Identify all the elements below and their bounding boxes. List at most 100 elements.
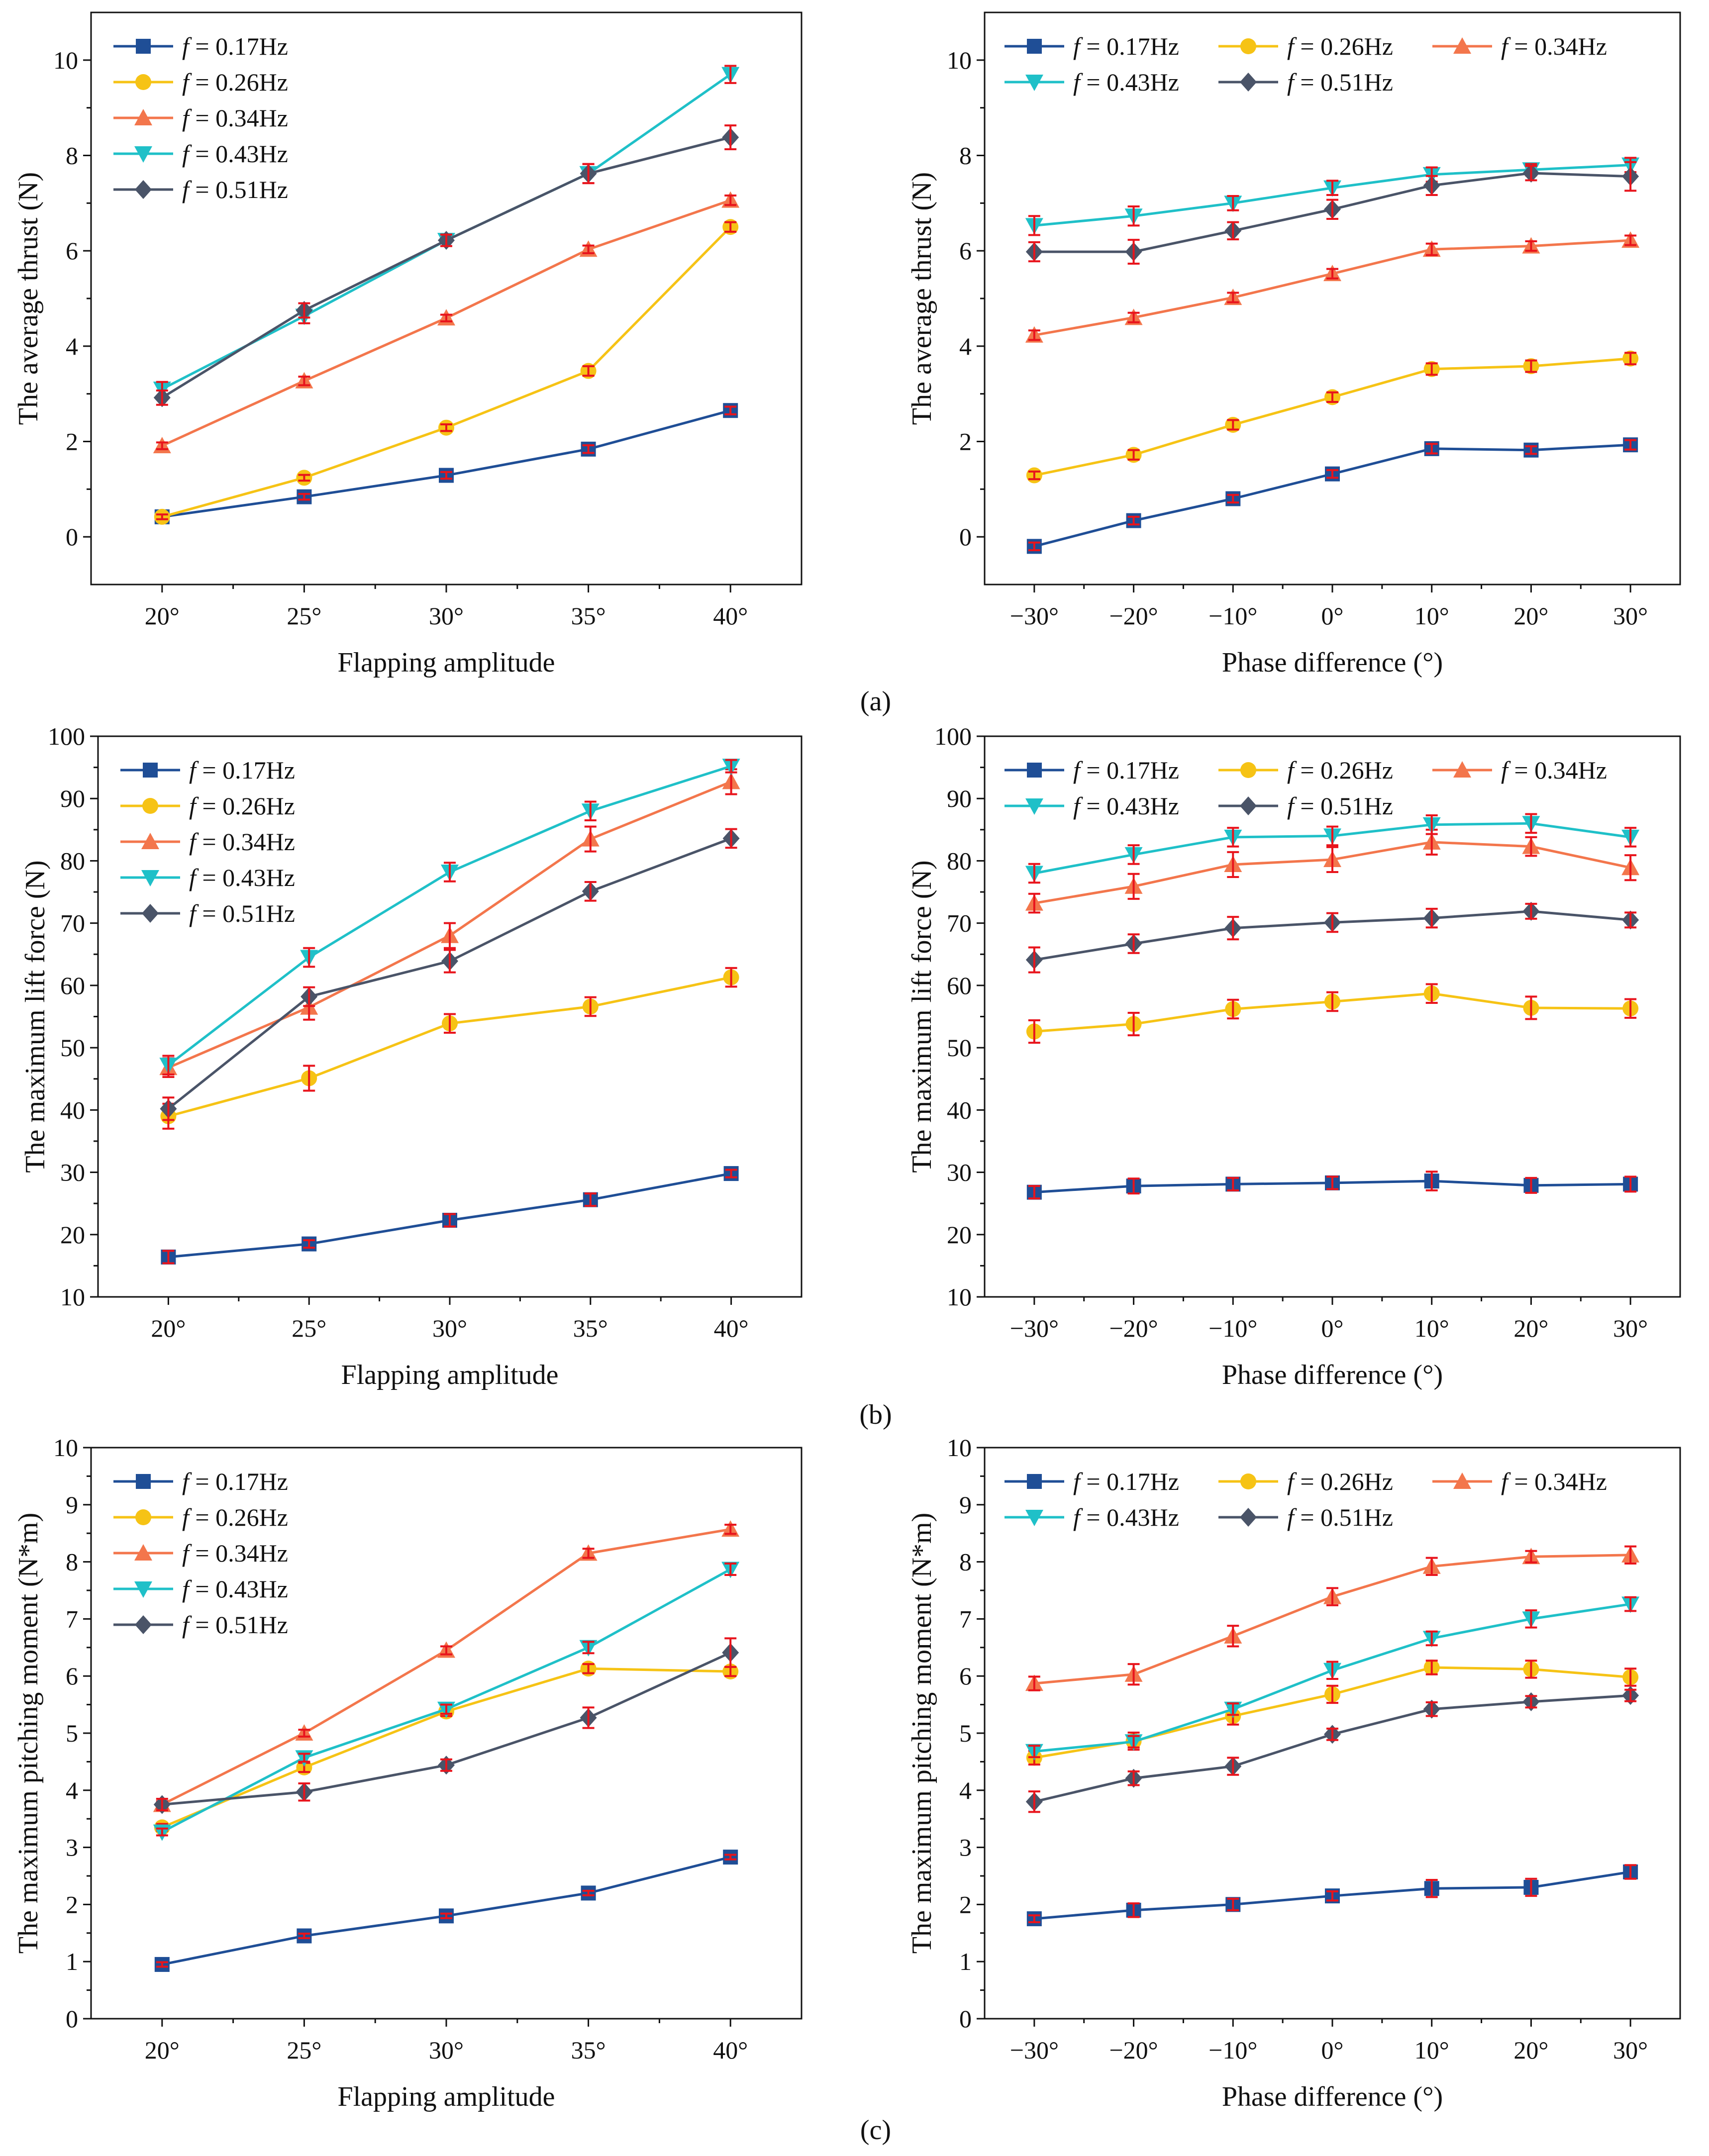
error-bar xyxy=(1127,515,1140,526)
error-bar xyxy=(1326,469,1338,479)
error-bar xyxy=(1525,813,1537,834)
legend-item: f = 0.34Hz xyxy=(120,828,295,856)
error-bar xyxy=(440,1912,452,1919)
error-bar xyxy=(582,1889,595,1897)
y-tick-label: 50 xyxy=(60,1034,85,1062)
legend-item: f = 0.51Hz xyxy=(1218,1503,1393,1531)
y-tick-label: 70 xyxy=(947,909,972,937)
error-bar xyxy=(1624,1667,1637,1687)
y-tick-label: 8 xyxy=(66,142,78,170)
x-tick-label: 35° xyxy=(571,2036,606,2064)
legend-label: f = 0.17Hz xyxy=(182,1468,288,1495)
error-bar xyxy=(1127,1902,1140,1918)
error-bar xyxy=(1028,863,1040,884)
error-bar xyxy=(1028,241,1040,263)
legend-marker xyxy=(1240,73,1257,92)
legend-item: f = 0.51Hz xyxy=(113,1611,288,1639)
chart-6: 0 1 2 3 4 5 6 7 8 9 10 −30° −20° −10° 0° 10° 20° 30° Phase… xyxy=(906,1434,1681,2112)
legend-marker xyxy=(141,833,159,849)
y-tick-label: 30 xyxy=(60,1159,85,1186)
error-bar xyxy=(444,862,456,882)
legend-marker xyxy=(134,109,152,125)
error-bar xyxy=(1326,825,1338,847)
error-bar xyxy=(1525,359,1537,373)
error-bar xyxy=(1425,907,1438,929)
y-tick-label: 4 xyxy=(66,332,78,360)
error-bar xyxy=(1425,983,1438,1004)
error-bar xyxy=(1028,1914,1040,1923)
y-tick-label: 3 xyxy=(66,1834,78,1862)
error-bar xyxy=(156,1827,168,1837)
y-axis-label: The maximum lift force (N) xyxy=(20,860,51,1173)
legend-item: f = 0.17Hz xyxy=(1005,1468,1179,1495)
error-bar xyxy=(1326,1661,1338,1680)
legend-label: f = 0.43Hz xyxy=(1073,68,1179,96)
error-bar xyxy=(1227,493,1239,504)
x-tick-label: 35° xyxy=(571,602,606,630)
error-bar xyxy=(1425,1701,1438,1717)
y-tick-label: 10 xyxy=(947,1283,972,1311)
y-tick-label: 40 xyxy=(60,1096,85,1124)
error-bar xyxy=(1326,198,1338,220)
error-bar xyxy=(724,1563,737,1576)
y-tick-label: 6 xyxy=(959,237,972,265)
y-tick-label: 20 xyxy=(947,1221,972,1249)
series-1 xyxy=(161,1166,739,1265)
error-bar xyxy=(162,1096,175,1121)
x-tick-label: 20° xyxy=(1513,602,1548,630)
series-5 xyxy=(153,1637,739,1814)
x-tick-label: 25° xyxy=(287,2036,321,2064)
y-tick-label: 6 xyxy=(959,1662,972,1690)
x-tick-label: −30° xyxy=(1010,2036,1059,2064)
error-bar xyxy=(584,881,597,902)
error-bar xyxy=(444,1013,456,1034)
error-bar xyxy=(440,423,452,432)
panel-label-a: (a) xyxy=(860,686,891,717)
legend-item: f = 0.51Hz xyxy=(113,176,288,203)
x-tick-label: −10° xyxy=(1208,602,1257,630)
error-bar xyxy=(298,1729,310,1738)
x-tick-label: 30° xyxy=(1613,2036,1648,2064)
error-bar xyxy=(298,302,310,319)
error-bar xyxy=(1127,933,1140,954)
legend-label: f = 0.26Hz xyxy=(1287,756,1393,784)
error-bar xyxy=(584,996,597,1017)
legend-label: f = 0.17Hz xyxy=(189,756,295,784)
y-tick-label: 80 xyxy=(947,847,972,875)
error-bar xyxy=(1127,1011,1140,1037)
error-bar xyxy=(582,365,595,377)
error-bar xyxy=(582,1663,595,1674)
error-bar xyxy=(298,474,310,482)
y-tick-label: 2 xyxy=(66,1890,78,1918)
error-bar xyxy=(1624,1688,1637,1702)
panel-label-b: (b) xyxy=(859,1399,892,1430)
series-4 xyxy=(1025,1596,1640,1761)
error-bar xyxy=(303,947,315,968)
x-tick-label: 30° xyxy=(1613,602,1648,630)
y-tick-label: 0 xyxy=(66,2005,78,2033)
legend-label: f = 0.51Hz xyxy=(182,1611,288,1639)
legend-label: f = 0.43Hz xyxy=(1073,792,1179,820)
error-bar xyxy=(298,1753,310,1763)
legend-marker xyxy=(135,180,152,199)
error-bar xyxy=(582,1706,595,1729)
error-bar xyxy=(1326,1684,1338,1704)
legend-label: f = 0.34Hz xyxy=(189,828,295,856)
y-axis-label: The maximum lift force (N) xyxy=(906,860,937,1173)
error-bar xyxy=(1227,851,1239,879)
series-line xyxy=(1034,357,1631,477)
legend-marker xyxy=(1025,1510,1043,1526)
error-bar xyxy=(1127,844,1140,865)
series-4 xyxy=(153,1562,740,1841)
y-tick-label: 2 xyxy=(959,428,972,456)
error-bar xyxy=(1326,1727,1338,1741)
series-2 xyxy=(154,219,739,525)
x-tick-label: 30° xyxy=(429,2036,464,2064)
legend-marker xyxy=(1025,798,1043,815)
error-bar xyxy=(1028,541,1040,551)
y-tick-label: 10 xyxy=(60,1283,85,1311)
error-bar xyxy=(1227,1702,1239,1716)
error-bar xyxy=(724,195,737,206)
x-tick-label: 40° xyxy=(713,2036,748,2064)
series-4 xyxy=(1025,157,1640,236)
